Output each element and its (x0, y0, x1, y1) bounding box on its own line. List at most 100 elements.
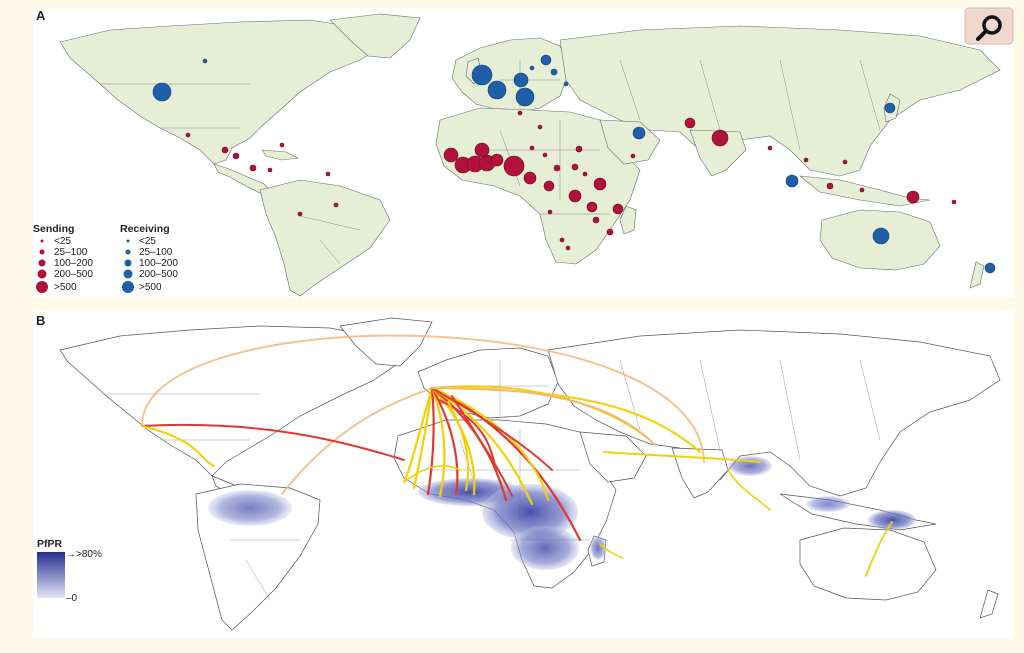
sending-bubble-cote-divoire (490, 153, 504, 167)
sending-bubble-angola (547, 209, 553, 215)
sending-bubble-yemen (630, 153, 636, 159)
greenland-b (339, 317, 433, 367)
receiving-bubble-sweden (529, 65, 535, 71)
sending-bubble-honduras (267, 167, 273, 173)
madagascar-a (619, 205, 637, 235)
sending-bubble-madagascar (612, 203, 624, 215)
legend-sending-swatch-5 (36, 281, 48, 293)
receiving-bubble-norway (540, 54, 552, 66)
sending-bubble-solomon (951, 199, 957, 205)
sending-bubble-mexico-south (221, 146, 229, 154)
sending-bubble-mexico (232, 152, 240, 160)
zoom-button[interactable] (964, 7, 1014, 45)
legend-receiving-swatch-4 (123, 269, 133, 279)
legend-receiving-title: Receiving (120, 223, 170, 235)
route-usa-centralam (141, 425, 215, 467)
indonesia-a (799, 175, 931, 207)
panel-a: A (33, 7, 1014, 298)
india-a (689, 129, 747, 177)
arabia-b (579, 431, 647, 483)
sending-bubble-drc (568, 189, 582, 203)
legend-sending-swatch-4 (37, 269, 47, 279)
europe-a (451, 37, 571, 113)
sending-bubble-brazil (333, 202, 339, 208)
receiving-bubble-germany (515, 87, 535, 107)
pfpr-legend-bar (37, 552, 65, 598)
sending-bubble-vietnam (803, 157, 809, 163)
routes (140, 334, 893, 577)
receiving-bubble-canada (202, 58, 208, 64)
legend-sending-label-3: 100–200 (54, 258, 93, 269)
sending-bubble-niger (529, 145, 535, 151)
route-be-africa (451, 395, 513, 497)
receiving-bubble-denmark (550, 68, 558, 76)
legend-receiving-swatch-3 (124, 259, 132, 267)
sending-bubble-tanzania (586, 201, 598, 213)
legend-receiving-label-5: >500 (139, 282, 162, 293)
greenland-a (329, 13, 421, 59)
legend-sending-label-2: 25–100 (54, 247, 88, 258)
legend-receiving-label-1: <25 (139, 236, 156, 247)
sending-bubble-sudan (553, 164, 561, 172)
sending-bubble-venezuela (325, 171, 331, 177)
legend-sending-swatch-2 (39, 249, 45, 255)
sending-bubble-somalia (582, 171, 588, 177)
receiving-bubble-thailand (785, 174, 799, 188)
asia-b (547, 329, 1001, 497)
panel-b-label: B (36, 313, 45, 328)
sending-bubble-png (906, 190, 920, 204)
sending-bubble-mali (474, 142, 490, 158)
receiving-bubble-australia (872, 227, 890, 245)
receiving-bubble-poland (563, 81, 569, 87)
magnifier-icon (976, 15, 1002, 41)
receiving-bubble-japan (884, 102, 896, 114)
legend-sending-label-1: <25 (54, 236, 71, 247)
pfpr-legend-min: –0 (66, 593, 78, 604)
pfpr-legend-title: PfPR (37, 538, 63, 550)
sending-bubble-myanmar (767, 145, 773, 151)
route-usa-asia (140, 334, 705, 463)
bubbles-receiving (152, 54, 996, 274)
legend-sending-swatch-1 (40, 239, 44, 243)
route-png-australia (865, 521, 893, 577)
legend-a: Sending Receiving <25 25–100 100–200 200… (33, 223, 178, 293)
sending-bubble-kenya (593, 177, 607, 191)
pfpr-madagascar (590, 536, 606, 560)
receiving-bubble-belgium (513, 72, 529, 88)
sending-bubble-mozambique (606, 228, 614, 236)
sending-bubble-peru (297, 211, 303, 217)
sending-bubble-tunisia (517, 110, 523, 116)
route-de-africa (447, 401, 470, 491)
legend-receiving-label-4: 200–500 (139, 269, 178, 280)
sending-bubble-senegal (443, 147, 459, 163)
sending-bubble-guatemala (249, 164, 257, 172)
route-india-seasia (603, 451, 761, 463)
caribbean-a (261, 149, 300, 161)
sending-bubble-malawi (592, 216, 600, 224)
sending-bubble-philippines (842, 159, 848, 165)
route-eu-sudan (431, 387, 553, 471)
sending-bubble-ethiopia (571, 163, 579, 171)
pfpr-legend-max: →>80% (66, 549, 102, 560)
north-america-b (59, 325, 401, 477)
pfpr-amazon (208, 490, 292, 526)
receiving-bubble-uk (471, 64, 493, 86)
sending-bubble-pakistan (684, 117, 696, 129)
legend-receiving-swatch-1 (126, 239, 130, 243)
route-eu-guinea (412, 386, 434, 490)
sending-bubble-chad (542, 152, 548, 158)
india-b (671, 447, 729, 499)
borders-a (100, 59, 881, 265)
sending-bubble-zimbabwe (565, 245, 571, 251)
panel-b: B (33, 311, 1013, 639)
panel-a-label: A (36, 8, 46, 23)
receiving-bubble-new-zealand (984, 262, 996, 274)
route-eu-ghana (430, 386, 459, 496)
pfpr-east-africa (511, 526, 579, 570)
legend-receiving-swatch-5 (122, 281, 134, 293)
receiving-bubble-uae (632, 126, 646, 140)
south-america-a (259, 179, 391, 297)
sending-bubble-timor (859, 187, 865, 193)
sending-bubble-indonesia (826, 182, 834, 190)
